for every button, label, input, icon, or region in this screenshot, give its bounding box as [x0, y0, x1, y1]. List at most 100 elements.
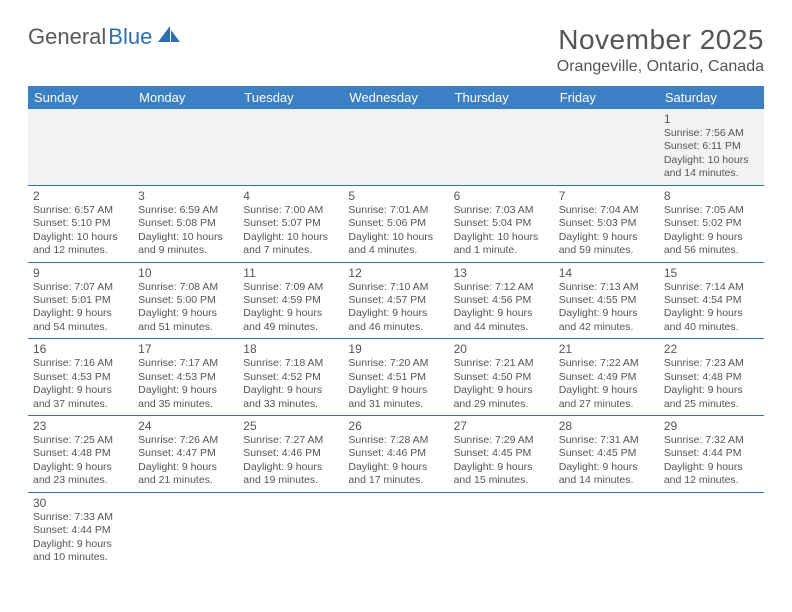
calendar-week-row: 2Sunrise: 6:57 AMSunset: 5:10 PMDaylight…	[28, 185, 764, 262]
calendar-cell: 22Sunrise: 7:23 AMSunset: 4:48 PMDayligh…	[659, 339, 764, 416]
day-number: 9	[33, 266, 128, 280]
day-info: Sunrise: 7:21 AMSunset: 4:50 PMDaylight:…	[454, 357, 549, 411]
day-info: Sunrise: 7:12 AMSunset: 4:56 PMDaylight:…	[454, 281, 549, 335]
day-number: 23	[33, 419, 128, 433]
calendar-cell	[659, 492, 764, 568]
day-info: Sunrise: 7:18 AMSunset: 4:52 PMDaylight:…	[243, 357, 338, 411]
logo-text-2: Blue	[108, 24, 152, 50]
day-info: Sunrise: 7:09 AMSunset: 4:59 PMDaylight:…	[243, 281, 338, 335]
calendar-cell	[343, 109, 448, 185]
calendar-week-row: 30Sunrise: 7:33 AMSunset: 4:44 PMDayligh…	[28, 492, 764, 568]
day-number: 16	[33, 342, 128, 356]
day-info: Sunrise: 7:14 AMSunset: 4:54 PMDaylight:…	[664, 281, 759, 335]
day-number: 26	[348, 419, 443, 433]
day-number: 15	[664, 266, 759, 280]
day-number: 2	[33, 189, 128, 203]
calendar-cell	[449, 492, 554, 568]
calendar-cell: 21Sunrise: 7:22 AMSunset: 4:49 PMDayligh…	[554, 339, 659, 416]
calendar-cell: 30Sunrise: 7:33 AMSunset: 4:44 PMDayligh…	[28, 492, 133, 568]
day-info: Sunrise: 6:57 AMSunset: 5:10 PMDaylight:…	[33, 204, 128, 258]
logo-text-1: General	[28, 24, 106, 50]
day-info: Sunrise: 7:56 AMSunset: 6:11 PMDaylight:…	[664, 127, 759, 181]
calendar-week-row: 1Sunrise: 7:56 AMSunset: 6:11 PMDaylight…	[28, 109, 764, 185]
day-number: 30	[33, 496, 128, 510]
day-number: 14	[559, 266, 654, 280]
calendar-cell: 4Sunrise: 7:00 AMSunset: 5:07 PMDaylight…	[238, 185, 343, 262]
day-info: Sunrise: 7:28 AMSunset: 4:46 PMDaylight:…	[348, 434, 443, 488]
day-info: Sunrise: 7:31 AMSunset: 4:45 PMDaylight:…	[559, 434, 654, 488]
day-number: 10	[138, 266, 233, 280]
day-info: Sunrise: 7:01 AMSunset: 5:06 PMDaylight:…	[348, 204, 443, 258]
day-info: Sunrise: 7:16 AMSunset: 4:53 PMDaylight:…	[33, 357, 128, 411]
calendar-cell: 17Sunrise: 7:17 AMSunset: 4:53 PMDayligh…	[133, 339, 238, 416]
calendar-cell	[133, 109, 238, 185]
calendar-cell: 24Sunrise: 7:26 AMSunset: 4:47 PMDayligh…	[133, 416, 238, 493]
calendar-cell: 20Sunrise: 7:21 AMSunset: 4:50 PMDayligh…	[449, 339, 554, 416]
day-number: 1	[664, 112, 759, 126]
calendar-cell: 19Sunrise: 7:20 AMSunset: 4:51 PMDayligh…	[343, 339, 448, 416]
day-number: 18	[243, 342, 338, 356]
day-number: 24	[138, 419, 233, 433]
calendar-cell: 27Sunrise: 7:29 AMSunset: 4:45 PMDayligh…	[449, 416, 554, 493]
day-header: Thursday	[449, 86, 554, 109]
calendar-cell: 16Sunrise: 7:16 AMSunset: 4:53 PMDayligh…	[28, 339, 133, 416]
calendar-cell: 8Sunrise: 7:05 AMSunset: 5:02 PMDaylight…	[659, 185, 764, 262]
calendar-cell: 13Sunrise: 7:12 AMSunset: 4:56 PMDayligh…	[449, 262, 554, 339]
calendar-cell	[238, 109, 343, 185]
day-info: Sunrise: 7:27 AMSunset: 4:46 PMDaylight:…	[243, 434, 338, 488]
day-number: 4	[243, 189, 338, 203]
day-header: Saturday	[659, 86, 764, 109]
header: GeneralBlue November 2025 Orangeville, O…	[28, 24, 764, 76]
day-info: Sunrise: 6:59 AMSunset: 5:08 PMDaylight:…	[138, 204, 233, 258]
day-info: Sunrise: 7:29 AMSunset: 4:45 PMDaylight:…	[454, 434, 549, 488]
calendar-cell: 5Sunrise: 7:01 AMSunset: 5:06 PMDaylight…	[343, 185, 448, 262]
day-number: 6	[454, 189, 549, 203]
day-info: Sunrise: 7:32 AMSunset: 4:44 PMDaylight:…	[664, 434, 759, 488]
day-number: 12	[348, 266, 443, 280]
day-header: Wednesday	[343, 86, 448, 109]
day-info: Sunrise: 7:22 AMSunset: 4:49 PMDaylight:…	[559, 357, 654, 411]
day-info: Sunrise: 7:07 AMSunset: 5:01 PMDaylight:…	[33, 281, 128, 335]
day-info: Sunrise: 7:13 AMSunset: 4:55 PMDaylight:…	[559, 281, 654, 335]
day-number: 28	[559, 419, 654, 433]
day-number: 11	[243, 266, 338, 280]
day-number: 19	[348, 342, 443, 356]
day-number: 21	[559, 342, 654, 356]
day-number: 7	[559, 189, 654, 203]
calendar-cell: 14Sunrise: 7:13 AMSunset: 4:55 PMDayligh…	[554, 262, 659, 339]
calendar-cell: 12Sunrise: 7:10 AMSunset: 4:57 PMDayligh…	[343, 262, 448, 339]
calendar-cell: 3Sunrise: 6:59 AMSunset: 5:08 PMDaylight…	[133, 185, 238, 262]
calendar-cell: 2Sunrise: 6:57 AMSunset: 5:10 PMDaylight…	[28, 185, 133, 262]
day-number: 20	[454, 342, 549, 356]
calendar-week-row: 23Sunrise: 7:25 AMSunset: 4:48 PMDayligh…	[28, 416, 764, 493]
calendar-cell: 28Sunrise: 7:31 AMSunset: 4:45 PMDayligh…	[554, 416, 659, 493]
day-info: Sunrise: 7:05 AMSunset: 5:02 PMDaylight:…	[664, 204, 759, 258]
calendar-cell: 23Sunrise: 7:25 AMSunset: 4:48 PMDayligh…	[28, 416, 133, 493]
day-info: Sunrise: 7:26 AMSunset: 4:47 PMDaylight:…	[138, 434, 233, 488]
day-header: Sunday	[28, 86, 133, 109]
day-number: 27	[454, 419, 549, 433]
day-number: 17	[138, 342, 233, 356]
day-number: 22	[664, 342, 759, 356]
day-info: Sunrise: 7:03 AMSunset: 5:04 PMDaylight:…	[454, 204, 549, 258]
calendar-cell	[449, 109, 554, 185]
calendar-cell: 15Sunrise: 7:14 AMSunset: 4:54 PMDayligh…	[659, 262, 764, 339]
calendar-cell: 18Sunrise: 7:18 AMSunset: 4:52 PMDayligh…	[238, 339, 343, 416]
sail-icon	[156, 24, 182, 50]
calendar-cell	[28, 109, 133, 185]
calendar-cell: 29Sunrise: 7:32 AMSunset: 4:44 PMDayligh…	[659, 416, 764, 493]
calendar-cell: 9Sunrise: 7:07 AMSunset: 5:01 PMDaylight…	[28, 262, 133, 339]
day-number: 29	[664, 419, 759, 433]
day-info: Sunrise: 7:10 AMSunset: 4:57 PMDaylight:…	[348, 281, 443, 335]
calendar-week-row: 16Sunrise: 7:16 AMSunset: 4:53 PMDayligh…	[28, 339, 764, 416]
calendar-cell	[554, 109, 659, 185]
day-info: Sunrise: 7:33 AMSunset: 4:44 PMDaylight:…	[33, 511, 128, 565]
day-header-row: Sunday Monday Tuesday Wednesday Thursday…	[28, 86, 764, 109]
day-header: Friday	[554, 86, 659, 109]
logo: GeneralBlue	[28, 24, 182, 50]
month-title: November 2025	[557, 24, 764, 56]
calendar-week-row: 9Sunrise: 7:07 AMSunset: 5:01 PMDaylight…	[28, 262, 764, 339]
calendar-cell	[554, 492, 659, 568]
day-info: Sunrise: 7:00 AMSunset: 5:07 PMDaylight:…	[243, 204, 338, 258]
day-number: 13	[454, 266, 549, 280]
